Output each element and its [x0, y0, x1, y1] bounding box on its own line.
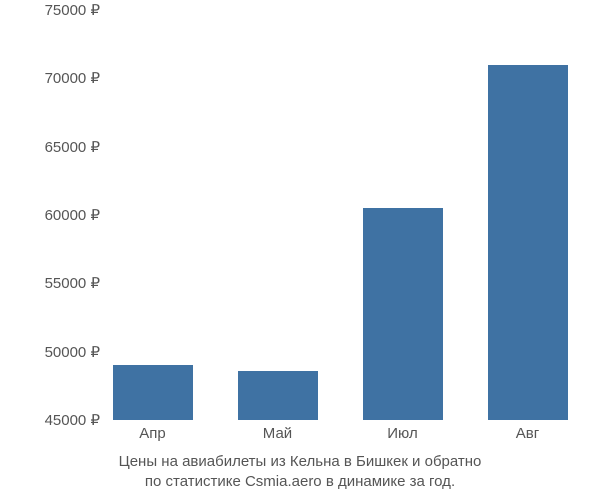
y-tick-label: 75000 ₽ — [45, 1, 100, 19]
bar — [113, 365, 193, 420]
y-tick-label: 50000 ₽ — [45, 343, 100, 361]
x-tick-label: Июл — [387, 425, 417, 442]
y-tick-label: 45000 ₽ — [45, 411, 100, 429]
bar — [363, 208, 443, 420]
x-tick-label: Май — [263, 425, 292, 442]
bar — [488, 65, 568, 420]
y-tick-label: 70000 ₽ — [45, 69, 100, 87]
caption-line-1: Цены на авиабилеты из Кельна в Бишкек и … — [119, 453, 482, 470]
chart-caption: Цены на авиабилеты из Кельна в Бишкек и … — [0, 452, 600, 493]
x-tick-label: Авг — [516, 425, 539, 442]
x-tick-label: Апр — [139, 425, 165, 442]
y-tick-label: 60000 ₽ — [45, 206, 100, 224]
y-tick-label: 55000 ₽ — [45, 274, 100, 292]
bar — [238, 371, 318, 420]
y-tick-label: 65000 ₽ — [45, 138, 100, 156]
caption-line-2: по статистике Csmia.aero в динамике за г… — [145, 473, 455, 490]
